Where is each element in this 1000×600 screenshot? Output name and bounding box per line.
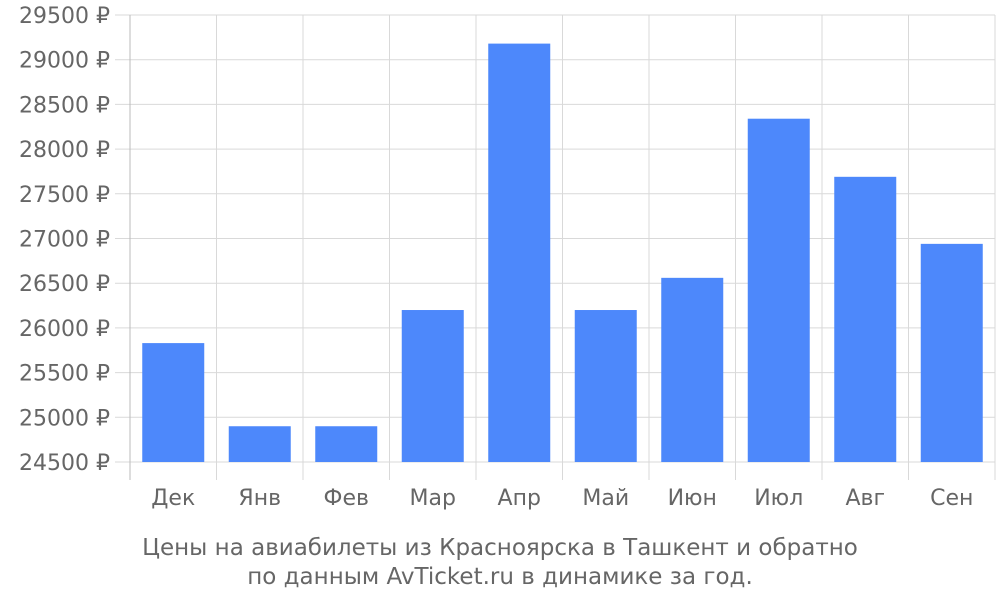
x-tick-label: Май: [582, 486, 629, 511]
x-tick-label: Июн: [668, 486, 717, 511]
bar-Май: [574, 310, 637, 462]
bar-Фев: [315, 426, 378, 462]
bar-Сен: [920, 243, 983, 462]
x-tick-label: Янв: [238, 486, 281, 511]
x-tick-label: Авг: [845, 486, 885, 511]
y-tick-label: 27500 ₽: [19, 183, 110, 208]
y-tick-label: 26000 ₽: [19, 317, 110, 342]
bar-Мар: [401, 310, 464, 462]
bar-Авг: [834, 176, 897, 462]
bar-Апр: [488, 43, 551, 462]
y-tick-label: 28000 ₽: [19, 138, 110, 163]
bar-Июн: [661, 277, 724, 462]
x-tick-label: Дек: [151, 486, 195, 511]
x-tick-label: Апр: [498, 486, 541, 511]
bar-Янв: [228, 426, 291, 462]
chart-caption-line-1: Цены на авиабилеты из Красноярска в Ташк…: [142, 535, 858, 561]
x-tick-label: Сен: [930, 486, 973, 511]
y-tick-label: 27000 ₽: [19, 228, 110, 253]
x-tick-label: Фев: [324, 486, 369, 511]
bar-Дек: [142, 343, 205, 462]
y-tick-label: 26500 ₽: [19, 272, 110, 297]
x-tick-label: Мар: [410, 486, 456, 511]
price-bar-chart: 24500 ₽ 25000 ₽ 25500 ₽ 26000 ₽ 26500 ₽ 27000…: [19, 4, 996, 511]
y-tick-label: 25500 ₽: [19, 362, 110, 387]
y-tick-label: 24500 ₽: [19, 451, 110, 476]
y-tick-label: 28500 ₽: [19, 93, 110, 118]
y-tick-label: 29500 ₽: [19, 4, 110, 29]
y-tick-label: 25000 ₽: [19, 406, 110, 431]
x-tick-label: Июл: [754, 486, 803, 511]
chart-caption-line-2: по данным AvTicket.ru в динамике за год.: [247, 564, 753, 590]
bar-Июл: [747, 118, 810, 462]
y-tick-label: 29000 ₽: [19, 49, 110, 74]
